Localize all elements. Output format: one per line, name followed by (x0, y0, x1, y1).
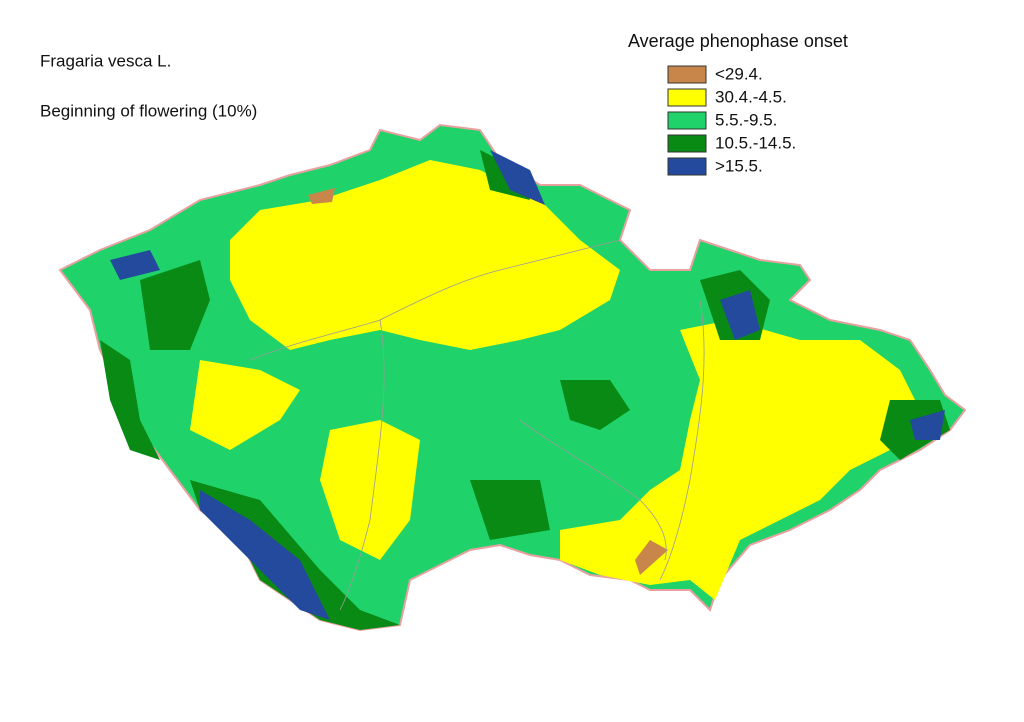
map-subtitle: Beginning of flowering (10%) (40, 101, 257, 120)
legend-swatch (667, 88, 707, 107)
region-early (190, 360, 300, 450)
legend-swatch (667, 111, 707, 130)
river (659, 299, 705, 581)
legend: <29.4. 30.4.-4.5. 5.5.-9.5. 10.5.-14.5. >15.… (667, 64, 796, 176)
legend-swatch (667, 65, 707, 84)
region-latest (720, 290, 760, 340)
river (519, 419, 667, 561)
region-latest (200, 490, 330, 620)
region-early (560, 320, 920, 600)
legend-swatch (667, 157, 707, 176)
region-early (320, 420, 420, 560)
region-late (470, 480, 550, 540)
river (339, 319, 385, 611)
legend-label: <29.4. (715, 64, 763, 83)
legend-label: 30.4.-4.5. (715, 87, 787, 106)
map (58, 123, 967, 632)
region-latest (490, 150, 545, 205)
region-late (140, 260, 210, 350)
map-title: Fragaria vesca L. (40, 51, 171, 70)
legend-label: 10.5.-14.5. (715, 133, 796, 152)
legend-title: Average phenophase onset (628, 31, 848, 51)
region-late (560, 380, 630, 430)
region-early (230, 160, 620, 350)
legend-swatch (667, 134, 707, 153)
region-earliest (308, 188, 335, 204)
region-late (100, 340, 160, 460)
region-latest (910, 410, 945, 440)
river (249, 239, 621, 361)
legend-label: 5.5.-9.5. (715, 110, 777, 129)
legend-label: >15.5. (715, 156, 763, 175)
region-earliest (635, 540, 668, 575)
region-latest (110, 250, 160, 280)
